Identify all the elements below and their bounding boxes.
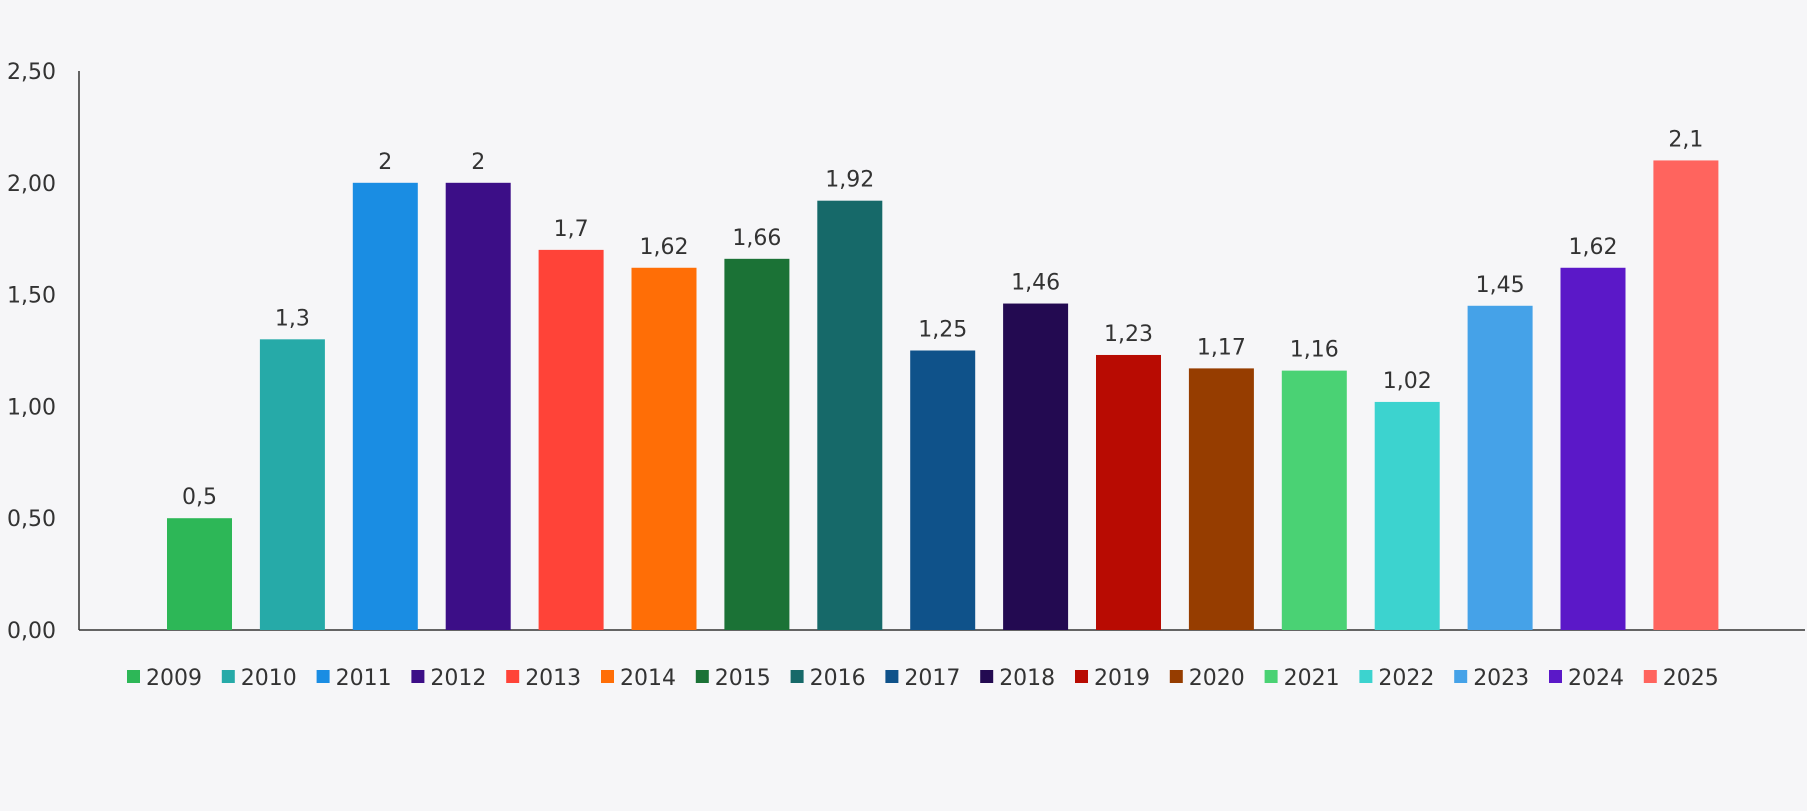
legend-swatch-2015 <box>695 670 709 683</box>
data-label-2010: 1,3 <box>275 306 310 331</box>
legend-label-2012: 2012 <box>430 666 486 691</box>
bar-2024 <box>1560 267 1626 630</box>
legend-swatch-2019 <box>1075 670 1088 683</box>
bar-2014 <box>631 267 697 630</box>
bar-2010 <box>259 339 325 630</box>
legend-label-2019: 2019 <box>1094 666 1150 691</box>
y-tick-label: 2,50 <box>7 60 56 85</box>
data-label-2014: 1,62 <box>640 235 689 260</box>
legend-swatch-2010 <box>221 670 235 683</box>
data-label-2018: 1,46 <box>1011 271 1060 296</box>
legend-label-2015: 2015 <box>715 666 771 691</box>
data-labels: 0,5 1,3 2 2 1,7 1,62 1,66 1,92 1,25 1,46 1,23 1,17 1… <box>182 127 1703 510</box>
bar-2020 <box>1188 368 1254 630</box>
legend-swatch-2014 <box>601 670 614 683</box>
data-label-2017: 1,25 <box>918 318 967 343</box>
legend-swatch-2020 <box>1169 670 1183 683</box>
data-label-2015: 1,66 <box>732 226 781 251</box>
bar-2012 <box>445 182 511 631</box>
legend-swatch-2025 <box>1643 670 1657 683</box>
bar-2025 <box>1653 160 1719 630</box>
legend-label-2013: 2013 <box>525 666 581 691</box>
legend-swatch-2009 <box>127 670 140 683</box>
legend-swatch-2018 <box>980 670 994 683</box>
legend-swatch-2011 <box>316 670 330 683</box>
bars <box>167 160 1719 631</box>
bar-2015 <box>724 258 790 630</box>
legend-label-2016: 2016 <box>810 666 866 691</box>
legend-label-2024: 2024 <box>1568 666 1624 691</box>
bar-2016 <box>817 200 883 631</box>
data-label-2022: 1,02 <box>1383 369 1432 394</box>
data-label-2023: 1,45 <box>1476 273 1525 298</box>
legend-label-2017: 2017 <box>904 666 960 691</box>
y-tick-label: 2,00 <box>7 172 56 197</box>
data-label-2016: 1,92 <box>825 168 874 193</box>
data-label-2020: 1,17 <box>1197 335 1246 360</box>
data-label-2025: 2,1 <box>1668 127 1703 152</box>
bar-2013 <box>538 249 604 630</box>
data-label-2013: 1,7 <box>554 217 589 242</box>
bar-2009 <box>167 518 232 630</box>
bar-2023 <box>1467 305 1533 630</box>
bar-2021 <box>1281 370 1347 630</box>
bar-2011 <box>352 182 418 631</box>
data-label-2011: 2 <box>378 150 392 175</box>
data-label-2024: 1,62 <box>1569 235 1618 260</box>
legend-label-2022: 2022 <box>1378 666 1434 691</box>
legend-swatch-2017 <box>885 670 899 683</box>
bar-2017 <box>910 350 976 630</box>
legend-label-2021: 2021 <box>1284 666 1340 691</box>
legend-swatch-2024 <box>1549 670 1562 683</box>
bar-2018 <box>1003 303 1069 630</box>
data-label-2009: 0,5 <box>182 485 217 510</box>
legend-label-2011: 2011 <box>336 666 392 691</box>
legend-swatch-2022 <box>1359 670 1373 683</box>
legend-label-2023: 2023 <box>1473 666 1529 691</box>
legend-swatch-2021 <box>1264 670 1278 683</box>
legend: 2009 2010 2011 2012 2013 2014 2015 2016 2017 2018… <box>127 666 1719 691</box>
legend-swatch-2016 <box>790 670 804 683</box>
y-tick-label: 0,50 <box>7 507 56 532</box>
legend-swatch-2012 <box>411 670 425 683</box>
legend-label-2009: 2009 <box>146 666 202 691</box>
legend-swatch-2023 <box>1454 670 1468 683</box>
legend-label-2010: 2010 <box>241 666 297 691</box>
data-label-2012: 2 <box>471 150 485 175</box>
bar-2022 <box>1374 401 1440 630</box>
data-label-2019: 1,23 <box>1104 322 1153 347</box>
legend-label-2025: 2025 <box>1663 666 1719 691</box>
bar-2019 <box>1096 354 1161 630</box>
legend-label-2014: 2014 <box>620 666 676 691</box>
data-label-2021: 1,16 <box>1290 338 1339 363</box>
legend-label-2018: 2018 <box>999 666 1055 691</box>
y-tick-label: 1,50 <box>7 284 56 309</box>
legend-label-2020: 2020 <box>1189 666 1245 691</box>
y-tick-label: 0,00 <box>7 619 56 644</box>
y-tick-label: 1,00 <box>7 395 56 420</box>
legend-swatch-2013 <box>506 670 520 683</box>
